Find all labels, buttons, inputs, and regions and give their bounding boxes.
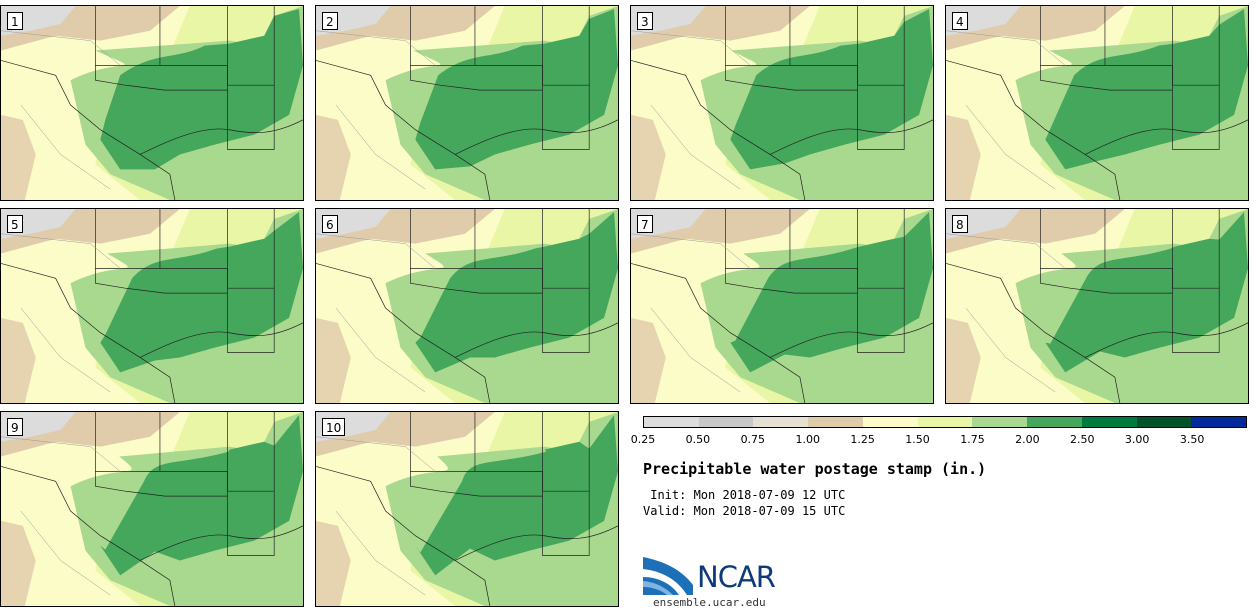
member-number: 2 (322, 12, 338, 30)
member-number: 7 (637, 215, 653, 233)
precipitable-water-map (946, 6, 1248, 200)
member-number: 4 (952, 12, 968, 30)
colorbar-tick-label: 0.25 (630, 433, 656, 446)
member-number: 9 (7, 418, 23, 436)
precipitable-water-map (946, 209, 1248, 403)
colorbar-tick-label: 2.00 (1015, 433, 1040, 446)
ncar-logo-icon (643, 557, 693, 595)
member-number: 6 (322, 215, 338, 233)
colorbar-segment (862, 417, 918, 427)
colorbar-tick-label: 3.50 (1179, 433, 1205, 446)
member-number: 3 (637, 12, 653, 30)
chart-title: Precipitable water postage stamp (in.) (643, 460, 987, 478)
member-number: 1 (7, 12, 23, 30)
colorbar-segment (1027, 417, 1082, 427)
colorbar-segment (1136, 417, 1192, 427)
map-panel: 8 (945, 208, 1249, 404)
colorbar-segment (808, 417, 863, 427)
colorbar-segment (753, 417, 809, 427)
map-panel: 5 (0, 208, 304, 404)
colorbar-segment (644, 417, 699, 427)
map-panel: 2 (315, 5, 619, 201)
colorbar-tick-label: 1.50 (905, 433, 930, 446)
member-number: 10 (322, 418, 346, 436)
valid-time: Valid: Mon 2018-07-09 15 UTC (643, 504, 846, 518)
ncar-wordmark: NCAR (697, 560, 776, 594)
precipitable-water-map (631, 209, 933, 403)
member-number: 8 (952, 215, 968, 233)
init-time: Init: Mon 2018-07-09 12 UTC (643, 488, 846, 502)
precipitable-water-map (1, 209, 303, 403)
colorbar-tick-label: 1.25 (850, 433, 875, 446)
precipitable-water-map (316, 6, 618, 200)
colorbar-tick-label: 3.00 (1124, 433, 1150, 446)
colorbar-tick-label: 0.50 (685, 433, 711, 446)
colorbar-tick-label: 2.50 (1070, 433, 1095, 446)
colorbar-tick-label: 1.00 (795, 433, 820, 446)
colorbar (643, 416, 1247, 428)
map-panel: 3 (630, 5, 934, 201)
ncar-url: ensemble.ucar.edu (653, 596, 766, 609)
map-panel: 1 (0, 5, 304, 201)
precipitable-water-map (1, 412, 303, 606)
map-panel: 7 (630, 208, 934, 404)
colorbar-segment (1191, 417, 1247, 427)
map-panel: 10 (315, 411, 619, 607)
map-panel: 6 (315, 208, 619, 404)
colorbar-segment (1081, 417, 1137, 427)
member-number: 5 (7, 215, 23, 233)
precipitable-water-map (631, 6, 933, 200)
colorbar-segment (972, 417, 1028, 427)
map-panel: 9 (0, 411, 304, 607)
colorbar-labels: 0.25 0.50 0.75 1.00 1.25 1.50 1.75 2.00 2.50 3.00… (631, 433, 1247, 447)
map-panel: 4 (945, 5, 1249, 201)
colorbar-tick-label: 0.75 (740, 433, 766, 446)
precipitable-water-map (316, 412, 618, 606)
precipitable-water-map (1, 6, 303, 200)
colorbar-segment (917, 417, 973, 427)
colorbar-tick-label: 1.75 (960, 433, 985, 446)
colorbar-segment (698, 417, 754, 427)
precipitable-water-map (316, 209, 618, 403)
